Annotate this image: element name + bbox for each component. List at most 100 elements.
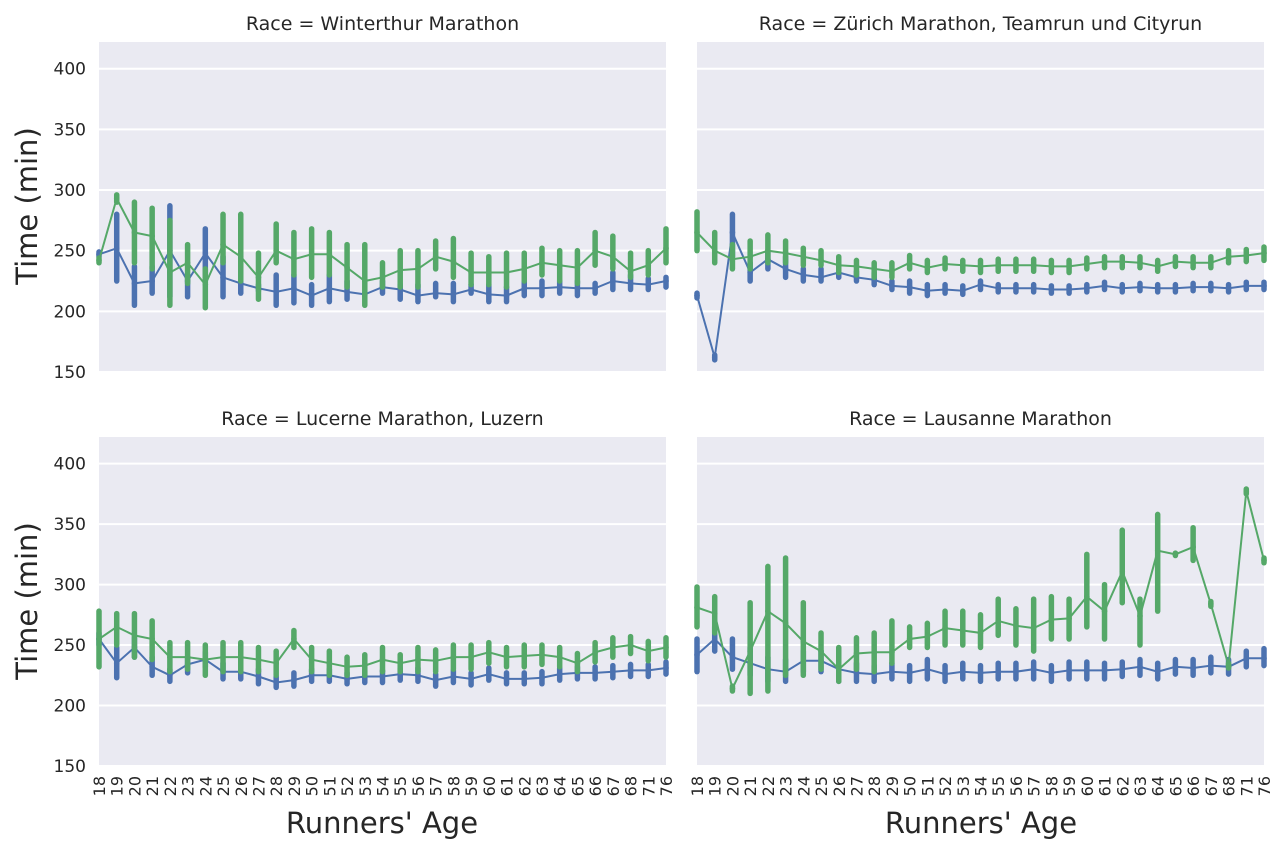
data-point bbox=[291, 256, 297, 262]
panel-title: Race = Zürich Marathon, Teamrun und City… bbox=[759, 13, 1202, 35]
x-tick-label: 22 bbox=[161, 776, 180, 796]
grid-lines bbox=[99, 67, 666, 373]
x-tick-label: 51 bbox=[320, 776, 339, 796]
data-point bbox=[977, 263, 984, 270]
data-point bbox=[273, 289, 279, 295]
data-point bbox=[1013, 262, 1019, 269]
x-tick-label: 54 bbox=[972, 776, 991, 796]
x-tick-label: 25 bbox=[812, 776, 831, 796]
data-point bbox=[556, 654, 563, 660]
data-point bbox=[255, 656, 262, 663]
data-point bbox=[977, 670, 984, 676]
data-point bbox=[131, 229, 138, 236]
data-point bbox=[942, 261, 948, 267]
x-tick-label: 24 bbox=[794, 776, 813, 796]
data-point bbox=[645, 648, 652, 654]
data-point bbox=[1172, 258, 1179, 265]
data-point bbox=[959, 627, 966, 634]
series-1 bbox=[96, 192, 669, 311]
data-point bbox=[503, 676, 510, 682]
data-point bbox=[503, 654, 510, 660]
x-tick-label: 28 bbox=[865, 776, 884, 796]
data-point bbox=[1243, 488, 1250, 495]
series-1 bbox=[694, 209, 1267, 281]
data-point bbox=[1208, 260, 1214, 266]
data-point bbox=[818, 274, 824, 281]
x-tick-label: 66 bbox=[1184, 776, 1203, 796]
data-point bbox=[415, 656, 421, 663]
data-point bbox=[853, 650, 860, 657]
data-point bbox=[747, 253, 753, 260]
data-point bbox=[1013, 285, 1019, 292]
data-point bbox=[1261, 250, 1267, 256]
data-point bbox=[800, 272, 807, 278]
x-tick-label: 65 bbox=[1166, 776, 1185, 796]
data-point bbox=[645, 262, 652, 269]
data-point bbox=[486, 269, 492, 276]
x-tick-label: 61 bbox=[498, 776, 517, 796]
data-point bbox=[344, 289, 350, 295]
x-tick-label: 60 bbox=[1078, 776, 1097, 796]
data-point bbox=[889, 268, 895, 275]
x-tick-label: 28 bbox=[267, 776, 286, 796]
data-point bbox=[959, 287, 966, 294]
y-tick-label: 300 bbox=[54, 576, 86, 596]
data-point bbox=[220, 654, 226, 660]
data-point bbox=[627, 280, 634, 287]
data-point bbox=[344, 664, 350, 670]
x-tick-label: 18 bbox=[688, 776, 707, 796]
x-tick-label: 58 bbox=[444, 776, 463, 796]
data-point bbox=[432, 677, 439, 683]
series-marks bbox=[694, 209, 1267, 363]
data-point bbox=[995, 262, 1002, 269]
data-point bbox=[959, 668, 966, 675]
data-point bbox=[291, 636, 297, 642]
data-point bbox=[610, 278, 616, 284]
data-point bbox=[1030, 666, 1037, 673]
x-tick-label: 26 bbox=[830, 776, 849, 796]
data-point bbox=[694, 651, 700, 658]
data-point bbox=[853, 263, 860, 270]
data-point bbox=[149, 664, 155, 670]
panel-title: Race = Lausanne Marathon bbox=[849, 408, 1112, 430]
y-tick-label: 350 bbox=[54, 120, 86, 140]
data-point bbox=[486, 291, 492, 298]
data-point bbox=[663, 665, 669, 671]
data-point bbox=[711, 354, 718, 361]
data-point bbox=[149, 636, 155, 642]
data-point bbox=[694, 229, 700, 236]
x-tick-label: 71 bbox=[639, 776, 658, 796]
data-point bbox=[765, 608, 771, 614]
data-point bbox=[592, 670, 598, 676]
panel-background bbox=[697, 42, 1264, 372]
data-point bbox=[450, 673, 457, 680]
x-tick-label: 52 bbox=[338, 776, 357, 796]
data-point bbox=[450, 258, 457, 265]
data-point bbox=[765, 247, 771, 254]
x-tick-label: 61 bbox=[1096, 776, 1115, 796]
data-point bbox=[889, 283, 895, 289]
data-point bbox=[273, 679, 279, 686]
data-point bbox=[1066, 286, 1072, 293]
x-axis-label-right: Runners' Age bbox=[885, 806, 1077, 840]
x-tick-label: 54 bbox=[374, 776, 393, 796]
data-point bbox=[1243, 252, 1250, 259]
data-point bbox=[1154, 547, 1161, 554]
data-point bbox=[1137, 260, 1143, 266]
x-tick-label: 20 bbox=[125, 776, 144, 796]
data-point bbox=[942, 671, 948, 677]
data-point bbox=[871, 266, 877, 272]
data-point bbox=[711, 247, 718, 254]
data-point bbox=[1048, 286, 1055, 293]
data-point bbox=[1225, 253, 1232, 260]
data-point bbox=[291, 677, 297, 683]
data-point bbox=[1066, 667, 1072, 674]
data-point bbox=[924, 633, 931, 640]
data-point bbox=[379, 656, 386, 663]
x-tick-label: 29 bbox=[285, 776, 304, 796]
data-point bbox=[397, 267, 404, 273]
data-point bbox=[1154, 263, 1161, 270]
data-point bbox=[521, 653, 528, 659]
data-point bbox=[906, 260, 913, 266]
data-point bbox=[627, 268, 634, 275]
